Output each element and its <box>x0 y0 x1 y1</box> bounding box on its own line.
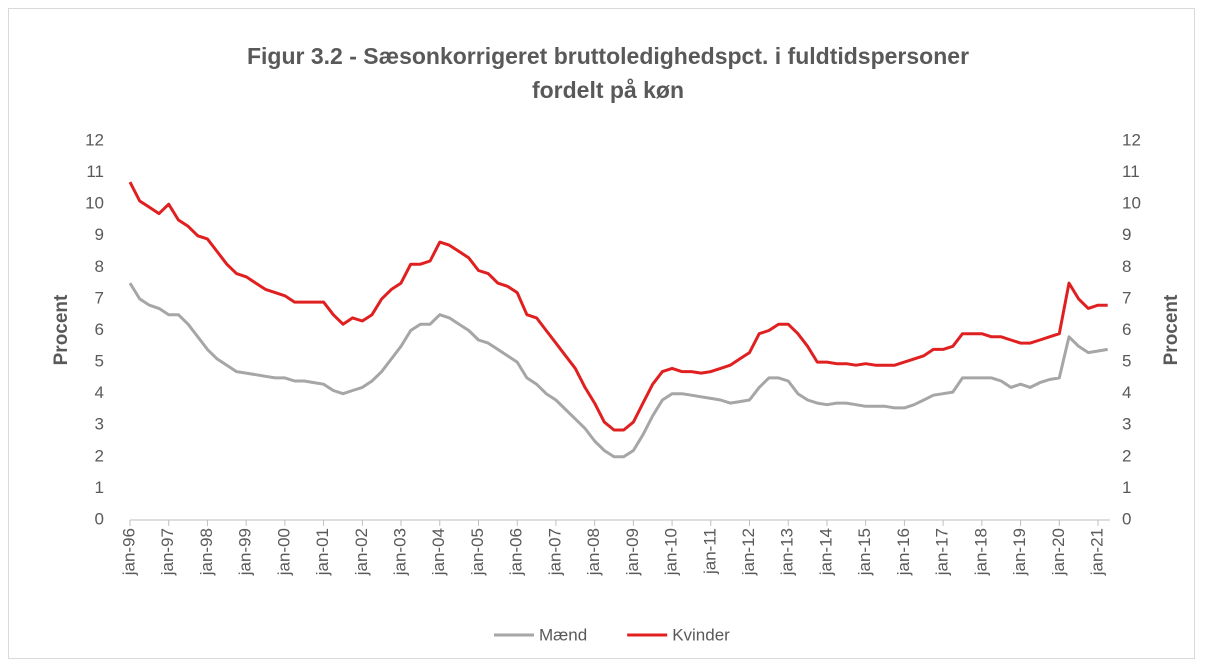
y2-axis-label: Procent <box>1161 294 1182 365</box>
y-tick-label: 8 <box>95 257 104 276</box>
y2-tick-label: 9 <box>1122 225 1131 244</box>
x-tick-label: jan-21 <box>1087 528 1106 576</box>
y2-tick-label: 1 <box>1122 478 1131 497</box>
legend-label: Kvinder <box>672 625 730 644</box>
y-tick-label: 3 <box>95 415 104 434</box>
chart-frame <box>8 8 1195 659</box>
y2-tick-label: 11 <box>1122 162 1140 181</box>
chart-title: Figur 3.2 - Sæsonkorrigeret bruttoledigh… <box>247 43 969 69</box>
y-tick-label: 12 <box>85 130 104 149</box>
series-line <box>128 181 1108 432</box>
x-tick-label: jan-09 <box>623 528 642 576</box>
x-tick-label: jan-19 <box>1010 528 1029 576</box>
x-tick-label: jan-02 <box>352 528 371 576</box>
y2-tick-label: 8 <box>1122 257 1131 276</box>
x-tick-label: jan-18 <box>971 528 990 576</box>
x-tick-label: jan-20 <box>1049 528 1068 576</box>
x-tick-label: jan-06 <box>507 528 526 576</box>
y2-tick-label: 12 <box>1122 130 1141 149</box>
y2-tick-label: 4 <box>1122 383 1131 402</box>
y-tick-label: 0 <box>95 509 104 528</box>
y2-tick-label: 7 <box>1122 288 1131 307</box>
y2-tick-label: 0 <box>1122 509 1131 528</box>
x-tick-label: jan-15 <box>855 528 874 576</box>
y2-tick-label: 6 <box>1122 320 1131 339</box>
x-tick-label: jan-07 <box>545 528 564 576</box>
y2-tick-label: 3 <box>1122 415 1131 434</box>
y-tick-label: 11 <box>86 162 104 181</box>
y-tick-label: 7 <box>95 288 104 307</box>
y-tick-label: 1 <box>95 478 104 497</box>
y-tick-label: 6 <box>95 320 104 339</box>
y2-tick-label: 10 <box>1122 194 1141 213</box>
x-tick-label: jan-10 <box>662 528 681 576</box>
y-tick-label: 9 <box>95 225 104 244</box>
y2-tick-label: 5 <box>1122 352 1131 371</box>
x-tick-label: jan-17 <box>933 528 952 576</box>
x-tick-label: jan-04 <box>429 528 448 576</box>
y-tick-label: 4 <box>95 383 104 402</box>
x-tick-label: jan-03 <box>391 528 410 576</box>
x-tick-label: jan-01 <box>313 528 332 576</box>
x-tick-label: jan-16 <box>894 528 913 576</box>
x-tick-label: jan-97 <box>158 528 177 576</box>
x-tick-label: jan-13 <box>778 528 797 576</box>
y2-tick-label: 2 <box>1122 446 1131 465</box>
x-tick-label: jan-96 <box>119 528 138 576</box>
x-tick-label: jan-98 <box>197 528 216 576</box>
y-tick-label: 10 <box>85 194 104 213</box>
x-tick-label: jan-08 <box>584 528 603 576</box>
x-tick-label: jan-00 <box>274 528 293 576</box>
x-tick-label: jan-14 <box>816 528 835 576</box>
x-tick-label: jan-12 <box>739 528 758 576</box>
x-tick-label: jan-99 <box>236 528 255 576</box>
x-tick-label: jan-11 <box>700 528 719 575</box>
y-tick-label: 5 <box>95 352 104 371</box>
legend-label: Mænd <box>539 625 587 644</box>
y-tick-label: 2 <box>95 446 104 465</box>
chart-title: fordelt på køn <box>532 77 684 103</box>
x-tick-label: jan-05 <box>468 528 487 576</box>
y-axis-label: Procent <box>51 294 72 365</box>
series-line <box>128 282 1108 459</box>
